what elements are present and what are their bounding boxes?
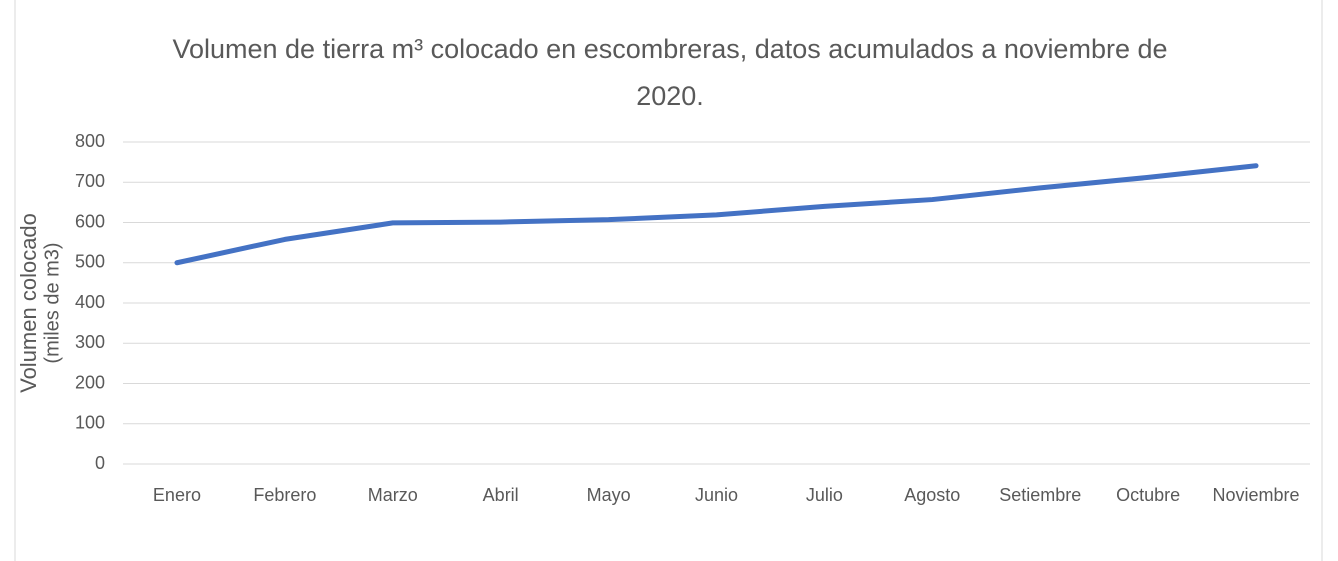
y-tick-label: 300 xyxy=(75,332,105,352)
y-tick-label: 400 xyxy=(75,292,105,312)
chart-frame xyxy=(14,0,1323,561)
y-tick-label: 200 xyxy=(75,372,105,392)
line-series xyxy=(174,163,1259,266)
x-tick-label: Julio xyxy=(806,485,843,505)
y-tick-label: 100 xyxy=(75,413,105,433)
x-tick-label: Abril xyxy=(483,485,519,505)
x-tick-label: Marzo xyxy=(368,485,418,505)
y-axis-label: Volumen colocado xyxy=(16,213,41,393)
y-tick-label: 800 xyxy=(75,131,105,151)
x-tick-label: Setiembre xyxy=(999,485,1081,505)
y-axis-label: (miles de m3) xyxy=(41,242,63,363)
y-tick-label: 600 xyxy=(75,211,105,231)
x-tick-label: Enero xyxy=(153,485,201,505)
x-tick-label: Octubre xyxy=(1116,485,1180,505)
x-tick-label: Mayo xyxy=(587,485,631,505)
y-tick-label: 700 xyxy=(75,171,105,191)
x-tick-label: Febrero xyxy=(253,485,316,505)
chart-title: Volumen de tierra m³ colocado en escombr… xyxy=(172,34,1168,111)
y-tick-label: 0 xyxy=(95,453,105,473)
x-tick-label: Junio xyxy=(695,485,738,505)
x-tick-label: Noviembre xyxy=(1213,485,1300,505)
x-tick-label: Agosto xyxy=(904,485,960,505)
y-tick-label: 500 xyxy=(75,252,105,272)
